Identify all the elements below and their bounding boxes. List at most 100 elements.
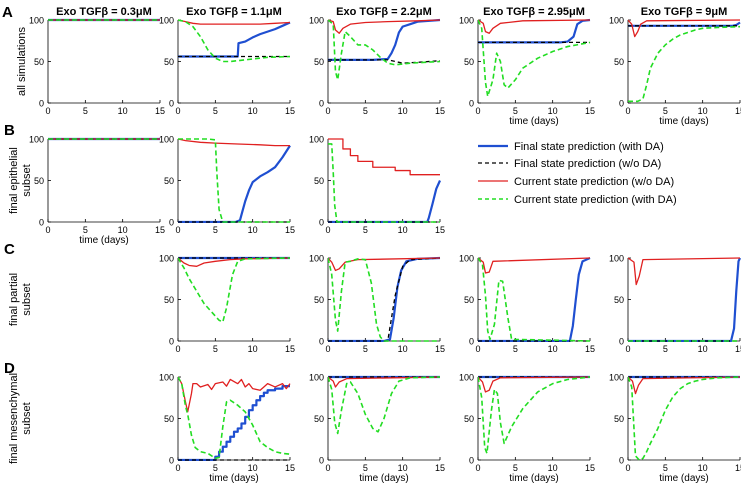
series-line-current-without-da	[328, 376, 441, 388]
y-tick-label: 50	[314, 295, 324, 305]
x-tick-label: 15	[435, 106, 445, 116]
x-tick-label: 5	[213, 225, 218, 235]
legend-label: Current state prediction (with DA)	[514, 194, 677, 206]
y-tick-label: 50	[34, 57, 44, 67]
y-tick-label: 0	[469, 456, 474, 466]
x-tick-label: 5	[513, 106, 518, 116]
x-axis-label: time (days)	[359, 473, 408, 484]
x-tick-label: 5	[513, 344, 518, 354]
series-line-current-without-da	[478, 376, 591, 393]
series-line-final-without-da	[328, 257, 441, 342]
x-tick-label: 0	[175, 106, 180, 116]
y-tick-label: 100	[609, 254, 624, 264]
x-tick-label: 10	[398, 225, 408, 235]
y-tick-label: 100	[309, 135, 324, 145]
series-line-current-with-da	[178, 19, 291, 63]
x-tick-label: 0	[45, 225, 50, 235]
y-tick-label: 0	[469, 99, 474, 109]
x-tick-label: 0	[475, 344, 480, 354]
y-tick-label: 50	[614, 414, 624, 424]
row-letter-d: D	[4, 360, 15, 377]
y-tick-label: 50	[614, 57, 624, 67]
x-tick-label: 0	[475, 463, 480, 473]
panel-a-5: 0 50 100 0 5 10 15 time (days)	[609, 16, 741, 128]
x-tick-label: 15	[735, 463, 741, 473]
row-label-line: subset	[21, 283, 33, 315]
column-title-4: Exo TGFβ = 2.95μM	[483, 6, 585, 18]
column-title-1: Exo TGFβ = 0.3μM	[56, 6, 152, 18]
x-tick-label: 15	[285, 463, 295, 473]
column-title-2: Exo TGFβ = 1.1μM	[186, 6, 282, 18]
x-tick-label: 0	[45, 106, 50, 116]
y-tick-label: 50	[614, 295, 624, 305]
x-axis-label: time (days)	[209, 473, 258, 484]
panel-c-3: 0 50 100 0 5 10 15	[309, 254, 445, 355]
x-tick-label: 10	[118, 225, 128, 235]
x-tick-label: 5	[83, 225, 88, 235]
y-tick-label: 100	[29, 135, 44, 145]
series-line-current-without-da	[178, 138, 290, 147]
series-line-final-with-da	[478, 256, 591, 342]
x-tick-label: 15	[735, 106, 741, 116]
x-tick-label: 0	[325, 344, 330, 354]
x-tick-label: 10	[398, 106, 408, 116]
series-line-current-with-da	[178, 376, 291, 460]
series-line-final-with-da	[328, 18, 441, 61]
y-tick-label: 100	[29, 16, 44, 26]
row-label-line: all simulations	[16, 26, 28, 96]
row-label-line: final epithelial	[8, 147, 20, 214]
panel-d-5: 0 50 100 0 5 10 15 time (days)	[609, 373, 741, 485]
x-tick-label: 15	[435, 225, 445, 235]
x-tick-label: 5	[663, 106, 668, 116]
series-line-current-without-da	[178, 257, 291, 267]
series-line-final-with-da	[328, 256, 441, 342]
x-tick-label: 10	[118, 106, 128, 116]
x-tick-label: 10	[398, 463, 408, 473]
series-line-current-with-da	[328, 143, 440, 223]
row-label-4: final mesenchymal subset	[8, 373, 33, 464]
x-tick-label: 10	[548, 463, 558, 473]
series-line-final-with-da	[178, 385, 290, 461]
x-tick-label: 10	[248, 463, 258, 473]
y-tick-label: 100	[609, 16, 624, 26]
x-tick-label: 15	[285, 106, 295, 116]
y-tick-label: 100	[309, 373, 324, 383]
x-axis-label: time (days)	[79, 235, 128, 246]
legend-label: Final state prediction (with DA)	[514, 141, 664, 153]
series-line-current-without-da	[628, 376, 741, 395]
y-tick-label: 0	[319, 337, 324, 347]
x-tick-label: 5	[363, 463, 368, 473]
panel-b-3: 0 50 100 0 5 10 15	[309, 135, 445, 236]
y-tick-label: 50	[464, 295, 474, 305]
x-tick-label: 5	[363, 225, 368, 235]
y-tick-label: 0	[469, 337, 474, 347]
y-tick-label: 0	[39, 218, 44, 228]
y-tick-label: 100	[459, 254, 474, 264]
panel-a-3: 0 50 100 0 5 10 15	[309, 16, 445, 117]
y-tick-label: 0	[169, 218, 174, 228]
y-tick-label: 100	[309, 254, 324, 264]
x-tick-label: 10	[398, 344, 408, 354]
y-tick-label: 0	[619, 456, 624, 466]
x-tick-label: 0	[325, 106, 330, 116]
series-line-current-without-da	[328, 138, 440, 176]
x-tick-label: 0	[625, 106, 630, 116]
column-title-5: Exo TGFβ = 9μM	[641, 6, 728, 18]
y-tick-label: 0	[319, 456, 324, 466]
panel-d-4: 0 50 100 0 5 10 15 time (days)	[459, 373, 595, 485]
panel-d-3: 0 50 100 0 5 10 15 time (days)	[309, 373, 445, 485]
x-tick-label: 15	[585, 106, 595, 116]
series-line-current-with-da	[328, 257, 440, 342]
x-tick-label: 15	[155, 225, 165, 235]
series-line-current-without-da	[478, 19, 591, 34]
legend: Final state prediction (with DA) Final st…	[478, 141, 677, 206]
y-tick-label: 50	[464, 57, 474, 67]
x-axis-label: time (days)	[509, 473, 558, 484]
column-titles: Exo TGFβ = 0.3μM Exo TGFβ = 1.1μM Exo TGFβ…	[56, 6, 727, 18]
series-line-final-with-da	[178, 145, 291, 223]
y-tick-label: 100	[159, 373, 174, 383]
x-tick-label: 0	[325, 225, 330, 235]
panel-b-1: 0 50 100 0 5 10 15 time (days)	[29, 135, 165, 247]
